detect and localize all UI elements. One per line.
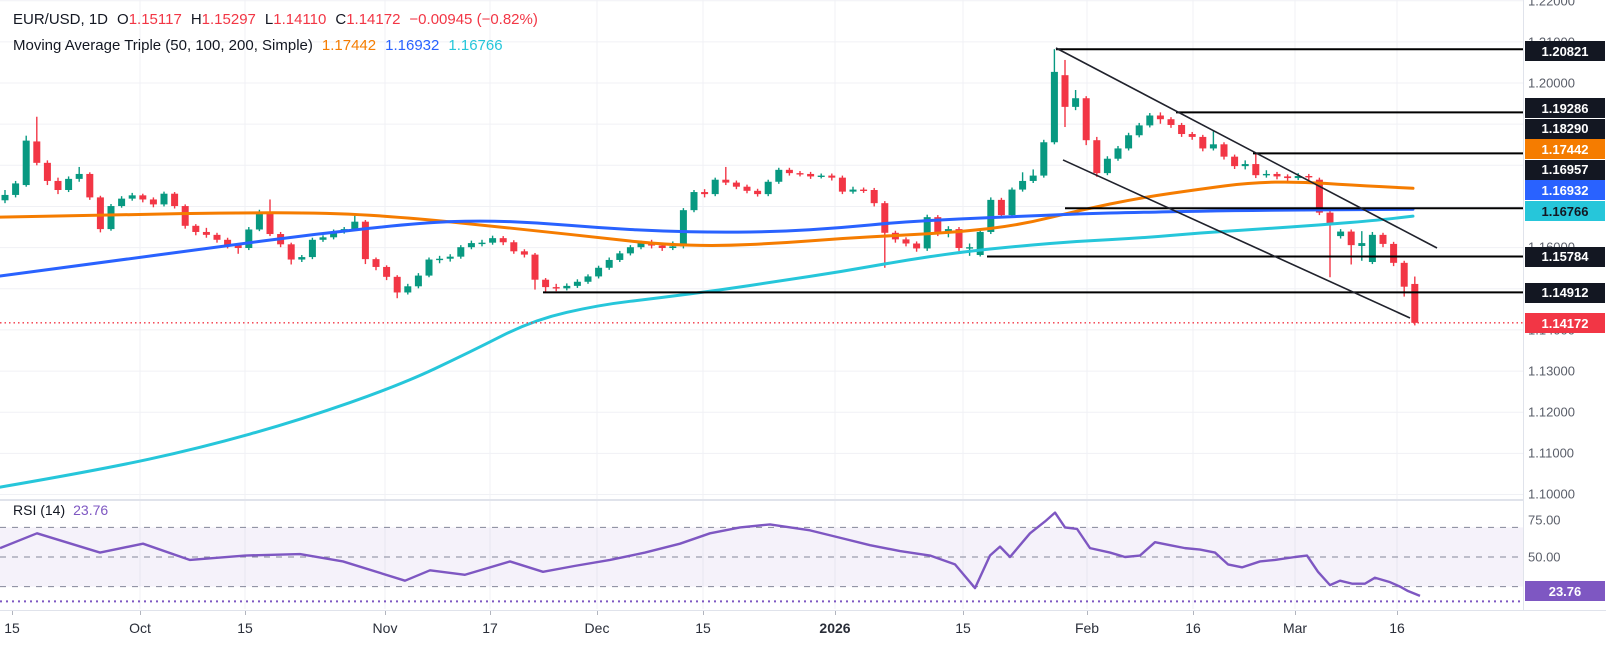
time-tick-mark (385, 611, 386, 615)
ohlc-open: O1.15117 (117, 10, 182, 28)
time-scale-label: 15 (237, 620, 253, 636)
time-tick-mark (1397, 611, 1398, 615)
time-scale-label: Nov (372, 620, 398, 636)
time-scale-label: 15 (955, 620, 971, 636)
change-value: −0.00945 (−0.82%) (409, 10, 538, 28)
time-tick-mark (963, 611, 964, 615)
ma200-value: 1.16766 (448, 36, 503, 54)
symbol-title: EUR/USD, 1D (13, 10, 109, 28)
time-tick-mark (597, 611, 598, 615)
rsi-title: RSI (14) (13, 502, 66, 518)
time-tick-mark (245, 611, 246, 615)
time-scale-label: Dec (584, 620, 610, 636)
time-tick-mark (12, 611, 13, 615)
ma-legend-row[interactable]: Moving Average Triple (50, 100, 200, Sim… (13, 32, 538, 58)
legend: EUR/USD, 1D O1.15117 H1.15297 L1.14110 C… (13, 6, 538, 58)
time-tick-mark (140, 611, 141, 615)
trendlines (1055, 47, 1438, 319)
time-scale-label: 15 (695, 620, 711, 636)
ma-indicator-title: Moving Average Triple (50, 100, 200, Sim… (13, 36, 313, 54)
time-scale-label: Mar (1282, 620, 1308, 636)
time-scale-label: Oct (129, 620, 151, 636)
time-tick-mark (1295, 611, 1296, 615)
rsi-pane (0, 526, 1523, 603)
rsi-line (0, 511, 1421, 597)
price-scale-label: 1.10000 (1528, 486, 1575, 502)
price-scale-label: 75.00 (1528, 512, 1561, 528)
price-scale-label: 1.20000 (1528, 75, 1575, 91)
time-scale-label: 2026 (819, 620, 851, 636)
price-scale-label: 1.12000 (1528, 404, 1575, 420)
price-badge: 23.76 (1525, 581, 1605, 601)
price-badge: 1.16766 (1525, 201, 1605, 221)
price-badge: 1.18290 (1525, 118, 1605, 139)
ohlc-close: C1.14172 (335, 10, 401, 28)
price-badge: 1.17442 (1525, 139, 1605, 159)
time-tick-mark (703, 611, 704, 615)
price-axis[interactable]: 1.220001.210001.200001.160001.140001.130… (1523, 0, 1606, 610)
price-badge: 1.14172 (1525, 313, 1605, 333)
price-scale-label: 1.11000 (1528, 445, 1575, 461)
ohlc-high: H1.15297 (190, 10, 256, 28)
price-badge: 1.20821 (1525, 41, 1605, 61)
price-scale-label: 1.22000 (1528, 0, 1575, 9)
price-badge: 1.16957 (1525, 159, 1605, 180)
price-badge: 1.15784 (1525, 246, 1605, 267)
price-badge: 1.16932 (1525, 180, 1605, 200)
ma50-value: 1.17442 (321, 36, 377, 54)
sma-100-line (0, 207, 1415, 278)
price-scale-label: 50.00 (1528, 549, 1561, 565)
time-scale-label: 16 (1185, 620, 1201, 636)
time-scale-label: 16 (1389, 620, 1405, 636)
sma-50-line (0, 180, 1415, 247)
ma100-value: 1.16932 (385, 36, 440, 54)
time-scale-label: 17 (482, 620, 498, 636)
grid-lines (0, 0, 1523, 609)
time-scale-label: Feb (1074, 620, 1100, 636)
price-badge: 1.19286 (1525, 98, 1605, 118)
time-tick-mark (1087, 611, 1088, 615)
sma-200-line (0, 214, 1415, 489)
time-axis[interactable]: 15 Oct 15 Nov 17 Dec 15 2026 15 Feb 16 Mar 16 (0, 610, 1606, 649)
time-tick-mark (1193, 611, 1194, 615)
symbol-legend-row[interactable]: EUR/USD, 1D O1.15117 H1.15297 L1.14110 C… (13, 6, 538, 32)
price-badge: 1.14912 (1525, 282, 1605, 303)
rsi-legend-row[interactable]: RSI (14) 23.76 (13, 500, 108, 520)
level-rays (543, 48, 1523, 294)
price-scale-label: 1.13000 (1528, 363, 1575, 379)
ohlc-low: L1.14110 (264, 10, 327, 28)
time-tick-mark (490, 611, 491, 615)
time-scale-label: 15 (4, 620, 20, 636)
time-tick-mark (835, 611, 836, 615)
rsi-value: 23.76 (73, 502, 109, 518)
